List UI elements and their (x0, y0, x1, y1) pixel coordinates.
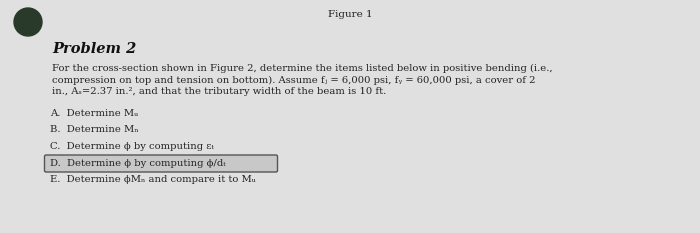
Text: Problem 2: Problem 2 (52, 42, 136, 56)
Text: D.  Determine ϕ by computing ϕ/dₜ: D. Determine ϕ by computing ϕ/dₜ (50, 158, 225, 168)
Text: compression on top and tension on bottom). Assume fⱼ = 6,000 psi, fᵧ = 60,000 ps: compression on top and tension on bottom… (52, 75, 536, 85)
Text: B.  Determine Mₙ: B. Determine Mₙ (50, 126, 139, 134)
Text: E.  Determine ϕMₙ and compare it to Mᵤ: E. Determine ϕMₙ and compare it to Mᵤ (50, 175, 255, 184)
Text: in., Aₛ=2.37 in.², and that the tributary width of the beam is 10 ft.: in., Aₛ=2.37 in.², and that the tributar… (52, 87, 386, 96)
Text: A.  Determine Mᵤ: A. Determine Mᵤ (50, 109, 138, 118)
Text: For the cross-section shown in Figure 2, determine the items listed below in pos: For the cross-section shown in Figure 2,… (52, 64, 552, 73)
Text: Figure 1: Figure 1 (328, 10, 372, 19)
Ellipse shape (14, 8, 42, 36)
Text: C.  Determine ϕ by computing εₜ: C. Determine ϕ by computing εₜ (50, 142, 214, 151)
FancyBboxPatch shape (45, 155, 277, 172)
